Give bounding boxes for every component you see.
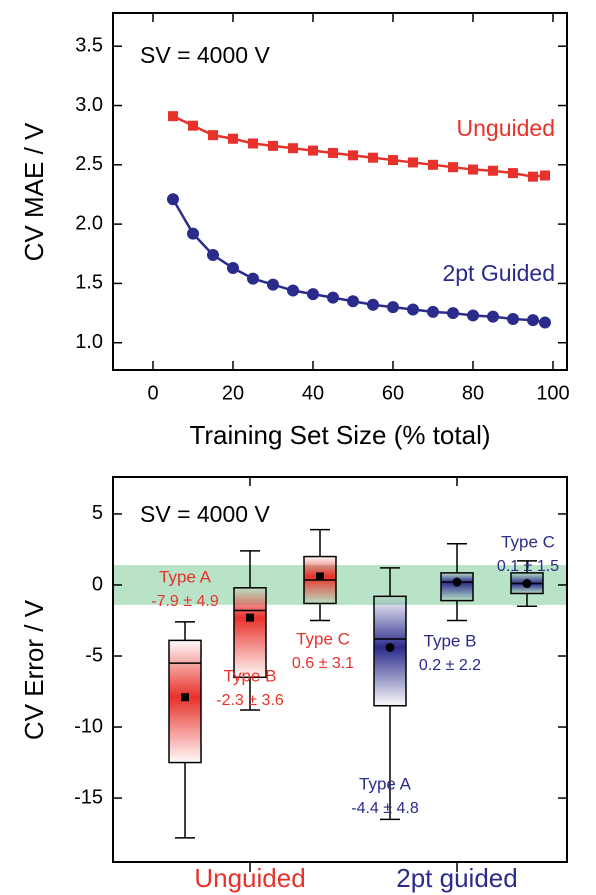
data-point (327, 291, 339, 304)
data-point (487, 310, 499, 323)
y-tick-label: 2.0 (75, 212, 103, 234)
x-tick-label: 0 (147, 382, 158, 404)
series-label: 2pt Guided (442, 260, 555, 286)
data-point (288, 143, 298, 154)
data-point (228, 133, 238, 144)
x-tick-label: 40 (302, 382, 324, 404)
box-label: 0.2 ± 2.2 (419, 657, 481, 674)
group-label: Unguided (194, 863, 305, 893)
data-point (167, 193, 179, 206)
data-point (168, 111, 178, 122)
data-point (467, 309, 479, 322)
y-tick-label: 0 (92, 573, 103, 595)
mean-marker (385, 642, 395, 652)
data-point (428, 159, 438, 170)
box-name: Type C (296, 629, 350, 648)
data-point (208, 130, 218, 141)
data-point (267, 278, 279, 291)
mean-marker (246, 613, 254, 622)
box (440, 572, 474, 602)
data-point (527, 314, 539, 327)
group-label: 2pt guided (396, 863, 517, 893)
annotation: SV = 4000 V (140, 501, 270, 527)
data-point (248, 138, 258, 149)
data-point (388, 155, 398, 166)
x-tick-label: 60 (382, 382, 404, 404)
y-tick-label: -5 (85, 644, 103, 666)
box-label: -2.3 ± 3.6 (216, 692, 284, 709)
plot-frame (112, 12, 568, 371)
data-point (488, 165, 498, 176)
data-point (307, 288, 319, 301)
mean-marker (316, 572, 324, 581)
x-tick-label: 80 (462, 382, 484, 404)
box (233, 587, 267, 679)
data-point (539, 316, 551, 329)
data-point (528, 171, 538, 182)
data-point (308, 145, 318, 156)
data-point (207, 248, 219, 261)
y-tick-label: 3.0 (75, 94, 103, 116)
plot-frame (112, 476, 568, 863)
box-label: -4.4 ± 4.8 (351, 800, 419, 817)
data-point (367, 298, 379, 311)
data-point (188, 120, 198, 131)
data-point (368, 152, 378, 163)
y-tick-label: 3.5 (75, 34, 103, 56)
y-axis-label: CV Error / V (19, 599, 49, 740)
mean-marker (452, 577, 462, 587)
data-point (287, 284, 299, 297)
data-point (348, 150, 358, 161)
data-point (540, 170, 550, 181)
x-axis-label: Training Set Size (% total) (189, 420, 490, 450)
data-point (427, 305, 439, 318)
annotation: SV = 4000 V (140, 42, 270, 68)
y-tick-label: 1.5 (75, 272, 103, 294)
y-tick-label: 5 (92, 502, 103, 524)
data-point (508, 168, 518, 179)
data-point (187, 227, 199, 240)
x-tick-label: 20 (222, 382, 244, 404)
y-axis-label: CV MAE / V (19, 122, 49, 261)
data-point (268, 140, 278, 151)
data-point (247, 272, 259, 285)
data-point (328, 147, 338, 158)
data-point (407, 303, 419, 316)
reference-band (113, 565, 567, 605)
x-tick-label: 100 (536, 382, 569, 404)
mean-marker (181, 693, 189, 702)
y-tick-label: -10 (74, 715, 103, 737)
box-name: Type B (424, 631, 477, 650)
box-name: Type B (224, 666, 277, 685)
box-name: Type A (359, 774, 412, 793)
data-point (408, 157, 418, 168)
y-tick-label: 1.0 (75, 331, 103, 353)
data-point (448, 162, 458, 173)
box-label: 0.6 ± 3.1 (292, 655, 354, 672)
data-point (387, 301, 399, 314)
series-label: Unguided (457, 115, 555, 141)
mean-marker (522, 579, 532, 589)
box-label: -7.9 ± 4.9 (151, 593, 219, 610)
data-point (507, 313, 519, 325)
box-label: 0.1 ± 1.5 (497, 558, 559, 575)
y-tick-label: 2.5 (75, 153, 103, 175)
data-point (447, 307, 459, 320)
data-point (347, 295, 359, 308)
box-name: Type A (159, 567, 212, 586)
box-name: Type C (501, 532, 555, 551)
data-point (227, 262, 239, 274)
box (168, 639, 202, 764)
data-point (468, 164, 478, 175)
y-tick-label: -15 (74, 786, 103, 808)
